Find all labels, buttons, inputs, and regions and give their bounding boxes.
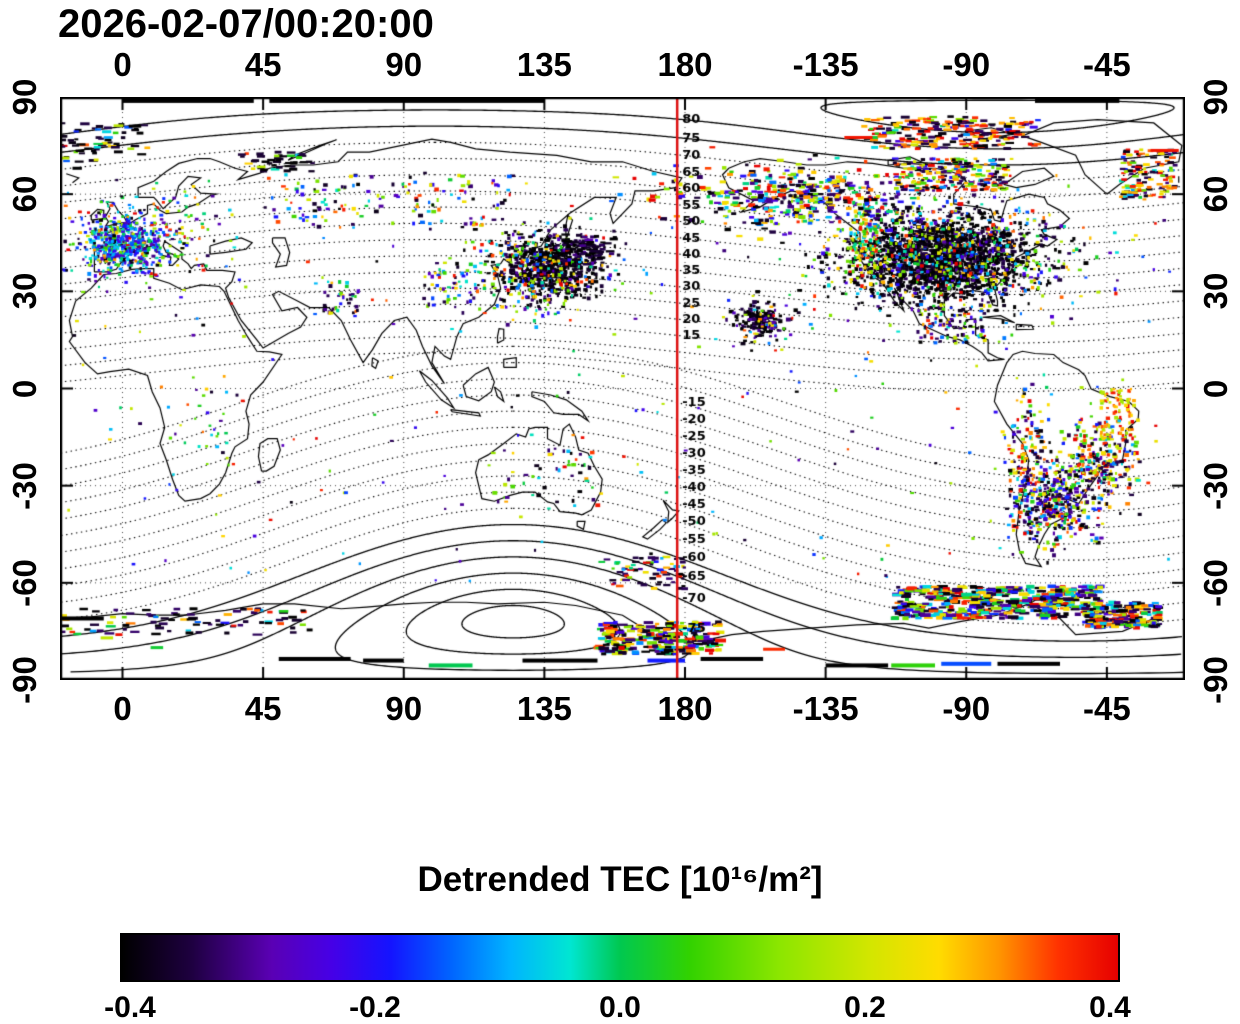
y-tick-label-right: 90 <box>1197 78 1234 116</box>
y-tick-label-left: 60 <box>6 175 43 213</box>
x-tick-label-top: -45 <box>1083 46 1131 83</box>
x-tick-label-bottom: 0 <box>113 690 132 727</box>
y-tick-label-left: -60 <box>6 558 43 607</box>
x-tick-label-bottom: 180 <box>657 690 713 727</box>
x-tick-label-bottom: 135 <box>516 690 572 727</box>
y-tick-label-left: -90 <box>6 656 43 704</box>
colorbar-title: Detrended TEC [10¹⁶/m²] <box>417 860 823 899</box>
colorbar-tick-label: -0.4 <box>104 991 156 1024</box>
y-tick-label-right: -90 <box>1197 656 1234 704</box>
x-tick-label-top: -90 <box>942 46 991 83</box>
x-tick-label-bottom: -45 <box>1083 690 1131 727</box>
colorbar-tick-label: 0.4 <box>1089 991 1131 1024</box>
y-tick-label-right: 0 <box>1197 379 1234 398</box>
colorbar-tick-label: -0.2 <box>349 991 401 1024</box>
y-tick-label-right: -30 <box>1197 461 1234 510</box>
x-tick-label-bottom: -135 <box>792 690 859 727</box>
colorbar-tick-label: 0.2 <box>844 991 886 1024</box>
y-tick-label-right: 60 <box>1197 175 1234 213</box>
x-tick-label-top: 90 <box>385 46 423 83</box>
colorbar-tick-label: 0.0 <box>599 991 641 1024</box>
y-tick-label-left: -30 <box>6 461 43 510</box>
y-tick-label-left: 30 <box>6 272 43 310</box>
x-tick-label-bottom: 90 <box>385 690 423 727</box>
x-tick-label-top: 0 <box>113 46 132 83</box>
x-tick-label-top: 135 <box>516 46 572 83</box>
x-tick-label-top: 180 <box>657 46 713 83</box>
x-tick-label-top: 45 <box>244 46 282 83</box>
tec-map-canvas <box>60 97 1185 680</box>
x-tick-label-bottom: -90 <box>942 690 991 727</box>
y-tick-label-right: 30 <box>1197 272 1234 310</box>
colorbar-gradient <box>120 933 1120 982</box>
y-tick-label-right: -60 <box>1197 558 1234 607</box>
map-frame <box>60 97 1185 680</box>
y-tick-label-left: 90 <box>6 78 43 116</box>
y-tick-label-left: 0 <box>6 379 43 398</box>
timestamp-title: 2026-02-07/00:20:00 <box>58 2 434 46</box>
x-tick-label-top: -135 <box>792 46 859 83</box>
x-tick-label-bottom: 45 <box>244 690 282 727</box>
